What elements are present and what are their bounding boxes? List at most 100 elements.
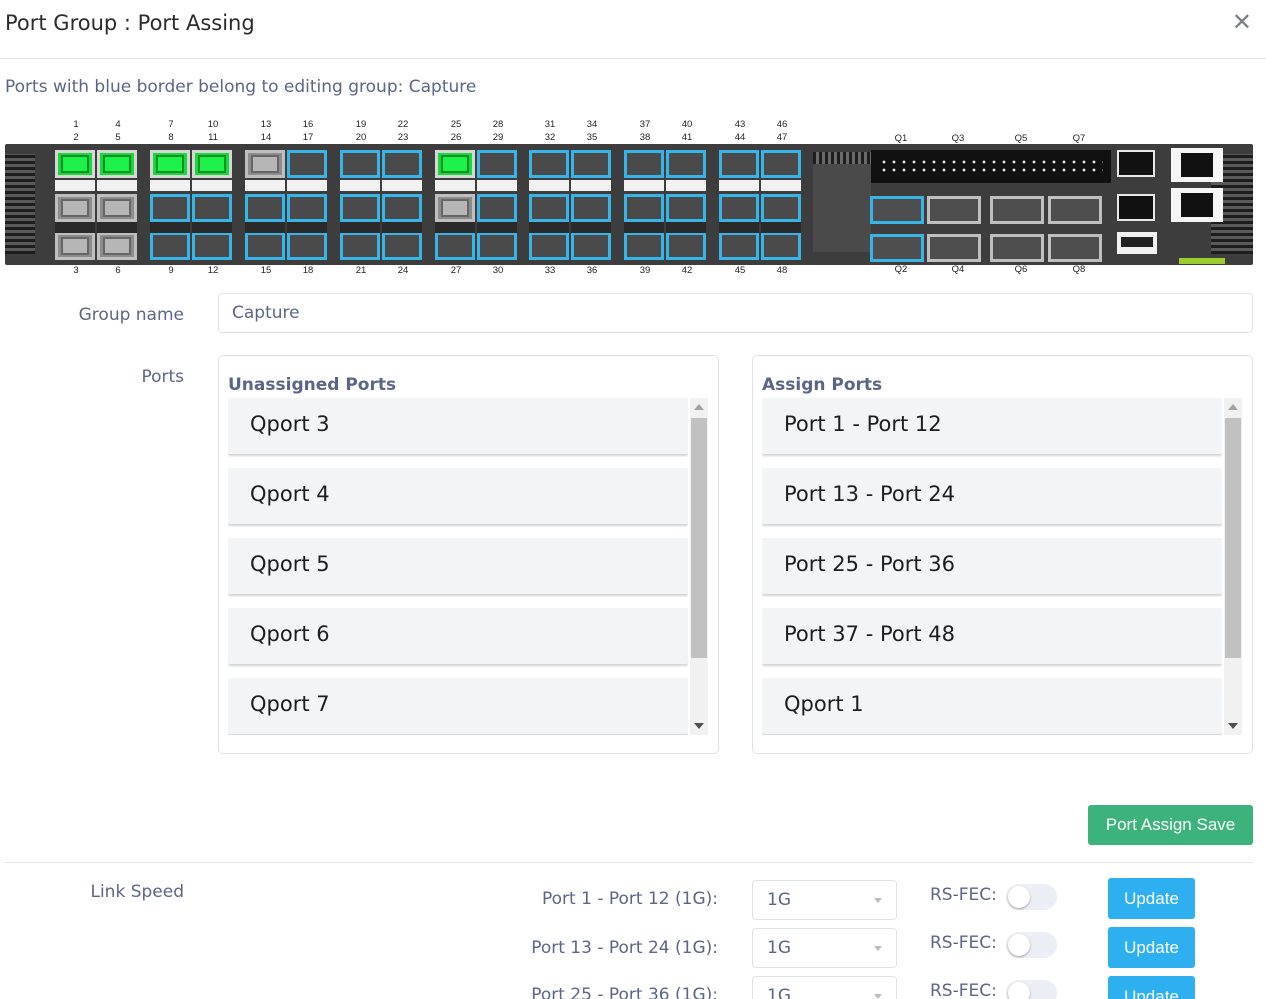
sfp-port[interactable]	[529, 232, 569, 260]
sfp-port[interactable]	[192, 150, 232, 178]
sfp-port[interactable]	[150, 194, 190, 222]
sfp-port[interactable]	[382, 232, 422, 260]
speed-row-label: Port 1 - Port 12 (1G):	[542, 889, 718, 909]
list-item[interactable]: Qport 3	[228, 398, 688, 454]
update-button[interactable]: Update	[1108, 976, 1195, 999]
port-number-label: 29	[492, 132, 504, 143]
sfp-port[interactable]	[761, 194, 801, 222]
list-item[interactable]: Qport 6	[228, 608, 688, 664]
sfp-port[interactable]	[529, 194, 569, 222]
scroll-thumb[interactable]	[1225, 418, 1241, 658]
list-item[interactable]: Qport 1	[762, 678, 1222, 734]
speed-select-value: 1G	[767, 890, 791, 910]
qsfp-port[interactable]	[1048, 196, 1102, 224]
sfp-port[interactable]	[55, 150, 95, 178]
sfp-port[interactable]	[55, 194, 95, 222]
sfp-port[interactable]	[245, 194, 285, 222]
assigned-scrollbar[interactable]	[1224, 398, 1242, 735]
qsfp-label: Q4	[951, 264, 965, 275]
sfp-port[interactable]	[340, 150, 380, 178]
list-item[interactable]: Qport 4	[228, 468, 688, 524]
sfp-port[interactable]	[529, 150, 569, 178]
qsfp-port[interactable]	[927, 234, 981, 262]
assigned-ports-title: Assign Ports	[762, 375, 883, 395]
sfp-port[interactable]	[97, 150, 137, 178]
sfp-port[interactable]	[340, 232, 380, 260]
scroll-down-icon[interactable]	[1228, 723, 1238, 729]
mgmt-sfp-port[interactable]	[1117, 194, 1155, 221]
list-item[interactable]: Qport 7	[228, 678, 688, 734]
qsfp-port[interactable]	[990, 234, 1044, 262]
sfp-port[interactable]	[571, 194, 611, 222]
sfp-port[interactable]	[666, 194, 706, 222]
scroll-up-icon[interactable]	[694, 404, 704, 410]
scroll-up-icon[interactable]	[1228, 404, 1238, 410]
port-assign-save-button[interactable]: Port Assign Save	[1088, 805, 1253, 845]
rsfec-toggle[interactable]	[1006, 932, 1057, 958]
speed-select[interactable]: 1G	[752, 928, 897, 968]
port-led-strip	[287, 180, 327, 191]
sfp-port[interactable]	[761, 232, 801, 260]
sfp-port[interactable]	[245, 150, 285, 178]
sfp-port[interactable]	[55, 232, 95, 260]
rsfec-label: RS-FEC:	[930, 981, 997, 999]
mgmt-sfp-port[interactable]	[1117, 150, 1155, 177]
sfp-port[interactable]	[719, 194, 759, 222]
sfp-port[interactable]	[435, 194, 475, 222]
sfp-port[interactable]	[666, 232, 706, 260]
qsfp-port[interactable]	[1048, 234, 1102, 262]
sfp-port[interactable]	[435, 150, 475, 178]
rsfec-toggle[interactable]	[1006, 980, 1057, 999]
port-led-strip	[761, 222, 801, 233]
rsfec-toggle[interactable]	[1006, 884, 1057, 910]
sfp-port[interactable]	[719, 150, 759, 178]
close-icon[interactable]: ✕	[1231, 8, 1252, 36]
list-item[interactable]: Port 13 - Port 24	[762, 468, 1222, 524]
sfp-port[interactable]	[287, 232, 327, 260]
unassigned-scrollbar[interactable]	[690, 398, 708, 735]
rj45-port[interactable]	[1171, 188, 1223, 222]
sfp-port[interactable]	[477, 232, 517, 260]
port-number-label: 28 29	[483, 118, 513, 144]
list-item[interactable]: Port 25 - Port 36	[762, 538, 1222, 594]
sfp-port[interactable]	[287, 150, 327, 178]
qsfp-port[interactable]	[870, 196, 924, 224]
sfp-port[interactable]	[477, 150, 517, 178]
speed-select[interactable]: 1G	[752, 880, 897, 920]
update-button[interactable]: Update	[1108, 927, 1195, 968]
sfp-port[interactable]	[761, 150, 801, 178]
sfp-port[interactable]	[382, 194, 422, 222]
sfp-port[interactable]	[340, 194, 380, 222]
sfp-port[interactable]	[719, 232, 759, 260]
sfp-port[interactable]	[150, 232, 190, 260]
sfp-port[interactable]	[435, 232, 475, 260]
rj45-port[interactable]	[1171, 148, 1223, 182]
sfp-port[interactable]	[192, 194, 232, 222]
list-item[interactable]: Port 37 - Port 48	[762, 608, 1222, 664]
sfp-port[interactable]	[571, 150, 611, 178]
sfp-port[interactable]	[624, 150, 664, 178]
sfp-port[interactable]	[382, 150, 422, 178]
update-button[interactable]: Update	[1108, 878, 1195, 919]
sfp-port[interactable]	[287, 194, 327, 222]
sfp-port[interactable]	[571, 232, 611, 260]
speed-select[interactable]: 1G	[752, 976, 897, 999]
sfp-port[interactable]	[666, 150, 706, 178]
sfp-port[interactable]	[245, 232, 285, 260]
list-item[interactable]: Qport 5	[228, 538, 688, 594]
scroll-thumb[interactable]	[691, 418, 707, 658]
list-item[interactable]: Port 1 - Port 12	[762, 398, 1222, 454]
sfp-port[interactable]	[624, 194, 664, 222]
sfp-port[interactable]	[150, 150, 190, 178]
qsfp-port[interactable]	[870, 234, 924, 262]
sfp-port[interactable]	[97, 194, 137, 222]
sfp-port[interactable]	[97, 232, 137, 260]
scroll-down-icon[interactable]	[694, 723, 704, 729]
sfp-port[interactable]	[624, 232, 664, 260]
sfp-port[interactable]	[192, 232, 232, 260]
sfp-port[interactable]	[477, 194, 517, 222]
usb-port[interactable]	[1117, 232, 1157, 254]
qsfp-port[interactable]	[990, 196, 1044, 224]
group-name-input[interactable]: Capture	[218, 293, 1253, 333]
qsfp-port[interactable]	[927, 196, 981, 224]
